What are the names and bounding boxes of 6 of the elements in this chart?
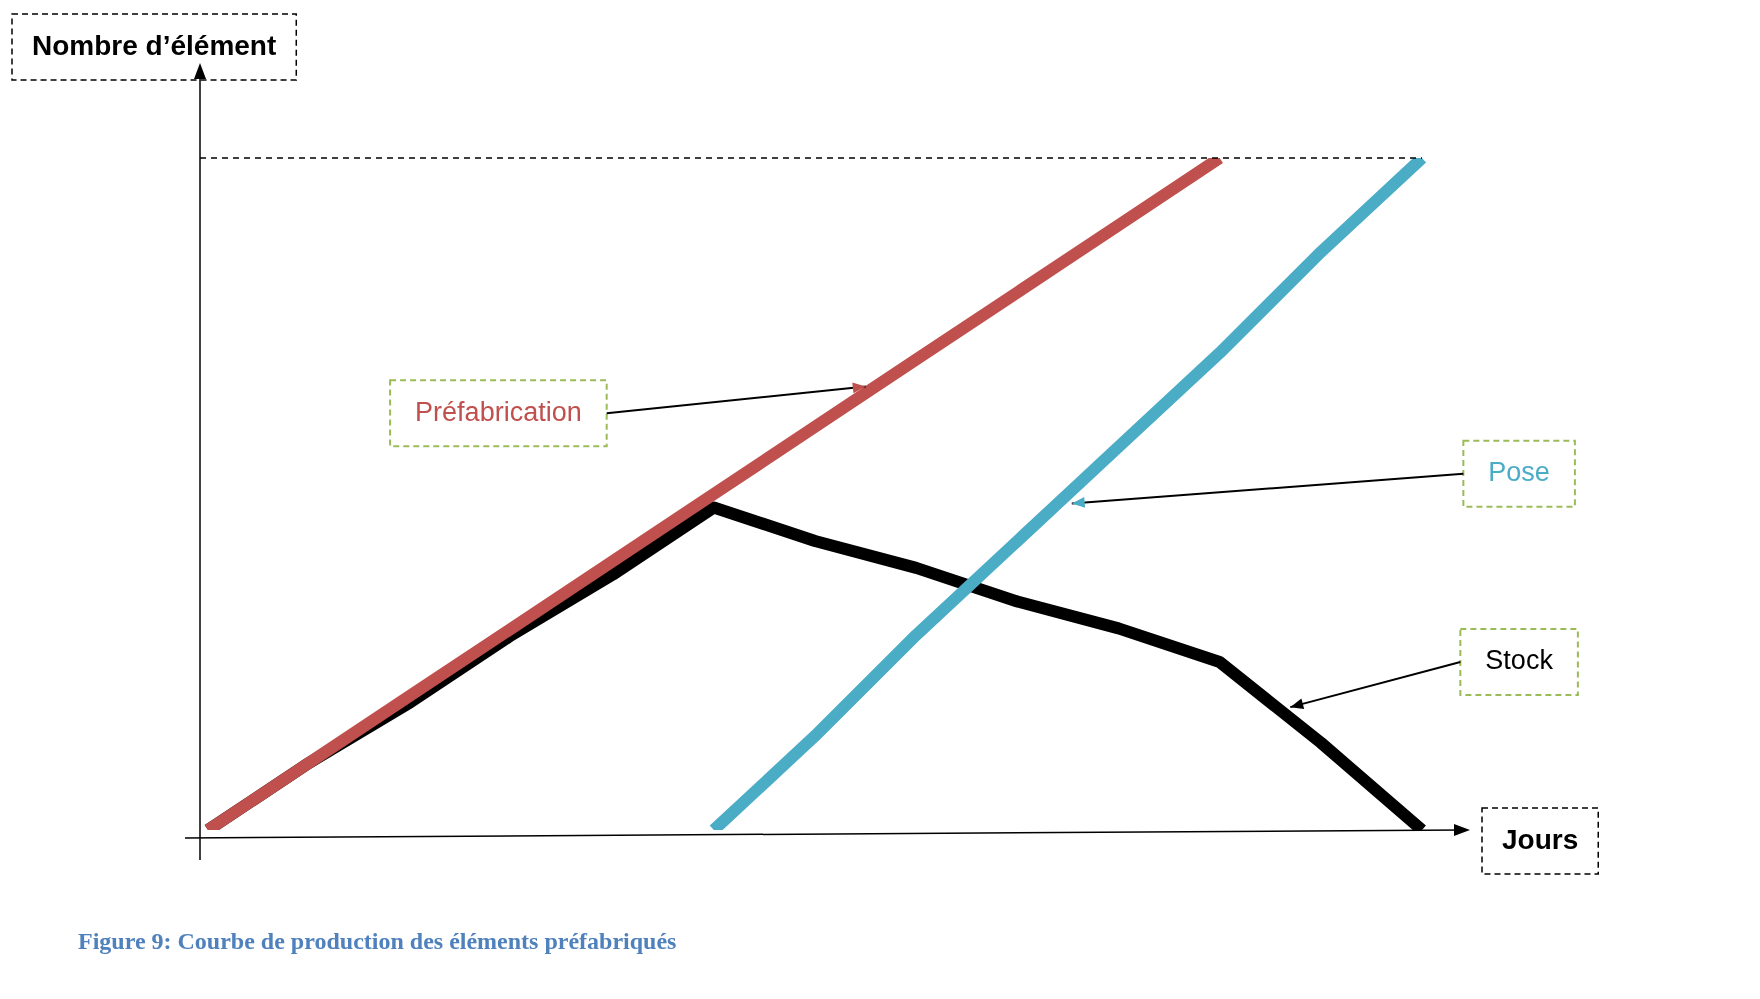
x-axis-title: Jours	[1502, 823, 1579, 855]
y-axis-title: Nombre d’élément	[32, 29, 277, 61]
caption: Figure 9: Courbe de production des éléments préfabriqués	[78, 928, 678, 955]
text: Préfabrication	[415, 396, 582, 427]
text: Stock	[1485, 645, 1554, 676]
text: Pose	[1488, 457, 1550, 488]
